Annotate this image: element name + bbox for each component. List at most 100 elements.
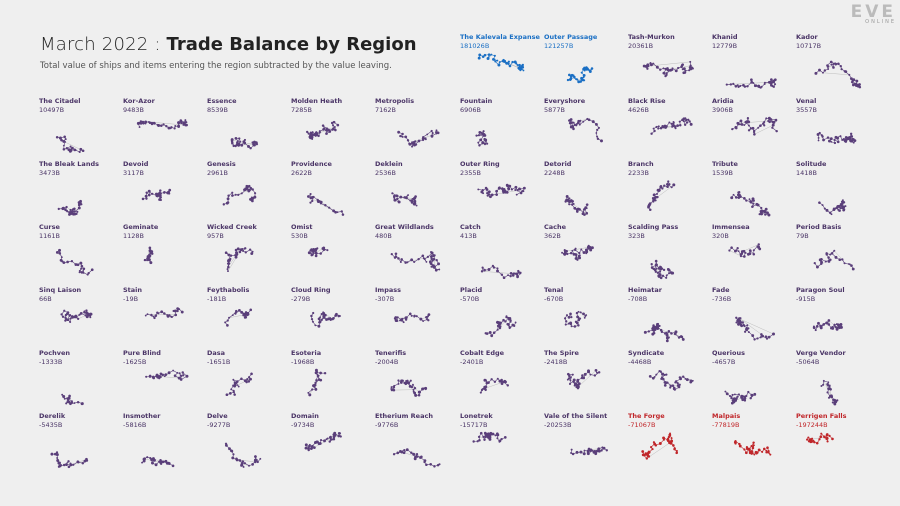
- region-network-map: [143, 246, 154, 265]
- system-node: [178, 372, 181, 375]
- system-node: [480, 138, 483, 141]
- system-node: [565, 314, 568, 317]
- system-node: [669, 68, 673, 72]
- region-name: Malpais: [712, 412, 741, 420]
- system-node: [773, 78, 777, 82]
- network-link: [396, 195, 411, 201]
- system-node: [228, 253, 231, 256]
- system-node: [815, 441, 819, 445]
- system-node: [579, 311, 582, 314]
- system-node: [658, 441, 662, 445]
- system-node: [243, 138, 247, 141]
- system-node: [734, 84, 738, 88]
- system-node: [570, 448, 573, 451]
- network-link: [578, 370, 597, 387]
- system-node: [828, 434, 831, 437]
- system-node: [396, 197, 399, 201]
- system-node: [318, 320, 322, 324]
- system-node: [569, 322, 573, 326]
- region-network-map: [397, 129, 440, 148]
- system-node: [145, 197, 148, 200]
- system-node: [833, 401, 837, 404]
- system-node: [730, 196, 734, 200]
- system-node: [479, 431, 483, 435]
- region-network-map: [568, 117, 603, 143]
- system-node: [826, 440, 829, 443]
- system-node: [736, 121, 740, 125]
- region-network-map: [230, 136, 259, 150]
- region-name: Great Wildlands: [375, 223, 434, 231]
- system-node: [255, 142, 259, 146]
- system-node: [234, 384, 237, 387]
- system-node: [577, 310, 580, 313]
- system-node: [237, 385, 240, 388]
- system-node: [820, 432, 823, 435]
- system-node: [511, 60, 514, 64]
- system-node: [660, 330, 664, 334]
- region-value: 7162B: [375, 106, 397, 114]
- system-node: [563, 248, 566, 252]
- system-node: [822, 138, 825, 142]
- system-node: [579, 80, 582, 83]
- system-node: [823, 69, 827, 72]
- system-node: [578, 317, 582, 320]
- region-cell: Cloud Ring -279B: [291, 286, 375, 348]
- system-node: [392, 388, 396, 392]
- system-node: [493, 58, 496, 61]
- region-network-map: [563, 310, 588, 328]
- region-name: Heimatar: [628, 286, 662, 294]
- system-node: [830, 395, 834, 399]
- system-node: [227, 259, 230, 263]
- system-node: [484, 385, 488, 389]
- network-link: [484, 381, 504, 389]
- network-link: [754, 124, 774, 135]
- system-node: [659, 370, 662, 373]
- region-value: -77819B: [712, 421, 740, 429]
- system-node: [142, 457, 145, 461]
- region-value: -307B: [375, 295, 395, 303]
- system-node: [433, 465, 436, 468]
- system-node: [818, 68, 821, 72]
- system-node: [655, 192, 658, 196]
- system-node: [670, 332, 673, 335]
- system-node: [178, 377, 181, 380]
- system-node: [587, 369, 590, 373]
- system-node: [832, 63, 835, 65]
- system-node: [483, 378, 487, 382]
- system-node: [77, 317, 80, 320]
- system-node: [480, 133, 482, 136]
- system-node: [64, 319, 67, 322]
- system-node: [823, 207, 826, 210]
- system-node: [64, 138, 67, 141]
- system-node: [572, 203, 575, 205]
- system-node: [419, 317, 423, 321]
- region-cell: The Citadel 10497B: [39, 97, 123, 159]
- system-node: [684, 69, 687, 72]
- system-node: [567, 377, 571, 380]
- system-node: [243, 141, 247, 145]
- system-node: [667, 267, 670, 270]
- system-node: [732, 193, 735, 196]
- system-node: [333, 431, 337, 435]
- region-name: Scalding Pass: [628, 223, 679, 231]
- system-node: [684, 117, 687, 120]
- system-node: [648, 202, 652, 205]
- system-node: [573, 325, 577, 328]
- system-node: [668, 269, 671, 272]
- system-node: [310, 318, 314, 321]
- region-value: -708B: [628, 295, 648, 303]
- system-node: [563, 317, 567, 320]
- region-cell: Curse 1161B: [39, 223, 123, 285]
- system-node: [170, 126, 173, 129]
- system-node: [655, 322, 659, 326]
- region-value: 1161B: [39, 232, 61, 240]
- system-node: [141, 461, 143, 464]
- system-node: [659, 276, 663, 280]
- system-node: [685, 121, 689, 124]
- system-node: [743, 396, 747, 400]
- system-node: [514, 321, 517, 324]
- system-node: [66, 318, 70, 322]
- system-node: [68, 313, 72, 317]
- system-node: [688, 120, 691, 123]
- system-node: [829, 253, 832, 256]
